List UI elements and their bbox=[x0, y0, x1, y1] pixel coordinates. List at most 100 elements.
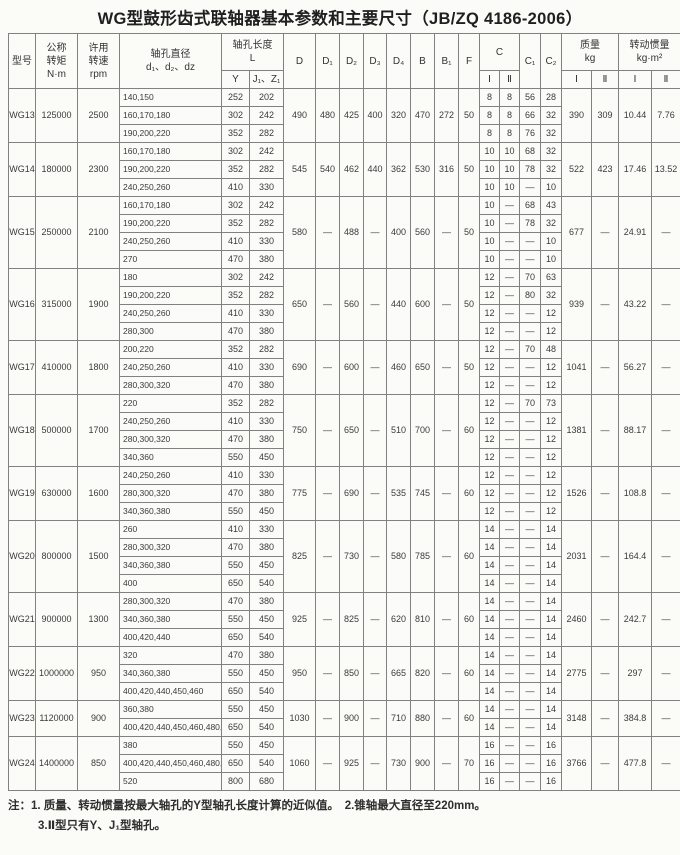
cell-C-I: 14 bbox=[479, 664, 500, 683]
cell-mass-II: 309 bbox=[591, 88, 620, 143]
cell-F: 70 bbox=[458, 736, 480, 791]
cell-C1: — bbox=[519, 664, 542, 683]
col-header-B: B bbox=[410, 33, 435, 89]
cell-C-II: — bbox=[498, 664, 521, 683]
table-body: WG13 125000 2500 140,150 252 202 490 480 425 400 3… bbox=[8, 88, 680, 791]
cell-D3: — bbox=[363, 736, 387, 791]
cell-C-I: 8 bbox=[479, 88, 500, 107]
col-subheader-inertia-I: Ⅰ bbox=[618, 70, 653, 89]
cell-bore-diameters: 340,360,380 bbox=[119, 610, 222, 629]
cell-mass-II: — bbox=[591, 196, 620, 269]
cell-C2: 32 bbox=[540, 286, 563, 305]
cell-C-II: — bbox=[498, 268, 521, 287]
cell-C1: 76 bbox=[519, 124, 542, 143]
cell-inertia-II: — bbox=[651, 340, 680, 395]
cell-torque: 1120000 bbox=[35, 700, 78, 737]
cell-bore-diameters: 520 bbox=[119, 772, 222, 791]
cell-C-II: — bbox=[498, 736, 521, 755]
cell-B: 700 bbox=[410, 394, 435, 467]
cell-B: 880 bbox=[410, 700, 435, 737]
table-row: WG17 410000 1800 200,220 352 282 690—600—460 65… bbox=[8, 340, 680, 395]
cell-C-II: — bbox=[498, 322, 521, 341]
cell-mass-I: 1041 bbox=[561, 340, 593, 395]
col-subheader-Y: Y bbox=[221, 70, 250, 89]
cell-D: 750 bbox=[283, 394, 316, 467]
cell-torque: 180000 bbox=[35, 142, 78, 197]
notes: 注：1. 质量、转动惯量按最大轴孔的Y型轴孔长度计算的近似值。 2.锥轴最大直径… bbox=[8, 796, 672, 836]
cell-length-Y: 650 bbox=[221, 574, 250, 593]
cell-D1: 480 bbox=[315, 88, 340, 143]
cell-B: 600 bbox=[410, 268, 435, 341]
cell-B: 530 bbox=[410, 142, 435, 197]
cell-C1: — bbox=[519, 736, 542, 755]
cell-D4: 320 bbox=[386, 88, 411, 143]
cell-F: 60 bbox=[458, 592, 480, 647]
cell-mass-II: — bbox=[591, 592, 620, 647]
cell-torque: 250000 bbox=[35, 196, 78, 269]
cell-C-I: 14 bbox=[479, 574, 500, 593]
cell-bore-diameters: 190,200,220 bbox=[119, 286, 222, 305]
cell-inertia-I: 17.46 bbox=[618, 142, 653, 197]
table-row: WG23 1120000 900 360,380 550 450 1030—900—710 8… bbox=[8, 700, 680, 737]
cell-bore-diameters: 280,300,320 bbox=[119, 592, 222, 611]
cell-length-Y: 800 bbox=[221, 772, 250, 791]
cell-bore-diameters: 340,360,380 bbox=[119, 502, 222, 521]
cell-bore-diameters: 180 bbox=[119, 268, 222, 287]
cell-B: 745 bbox=[410, 466, 435, 521]
cell-bore-diameters: 190,200,220 bbox=[119, 124, 222, 143]
cell-C1: 68 bbox=[519, 196, 542, 215]
cell-length-J1Z1: 680 bbox=[249, 772, 284, 791]
cell-C-II: — bbox=[498, 646, 521, 665]
cell-D3: — bbox=[363, 340, 387, 395]
cell-mass-I: 390 bbox=[561, 88, 593, 143]
cell-C-II: 10 bbox=[498, 178, 521, 197]
cell-bore-diameters: 140,150 bbox=[119, 88, 222, 107]
cell-torque: 630000 bbox=[35, 466, 78, 521]
cell-D4: 535 bbox=[386, 466, 411, 521]
cell-C-I: 10 bbox=[479, 196, 500, 215]
cell-D1: — bbox=[315, 394, 340, 467]
cell-D3: — bbox=[363, 646, 387, 701]
cell-F: 50 bbox=[458, 88, 480, 143]
cell-length-J1Z1: 540 bbox=[249, 628, 284, 647]
cell-mass-I: 522 bbox=[561, 142, 593, 197]
cell-D3: 440 bbox=[363, 142, 387, 197]
cell-length-Y: 550 bbox=[221, 610, 250, 629]
cell-model: WG13 bbox=[8, 88, 36, 143]
cell-mass-II: — bbox=[591, 340, 620, 395]
cell-D2: 462 bbox=[339, 142, 364, 197]
cell-C-II: — bbox=[498, 430, 521, 449]
table-row: WG13 125000 2500 140,150 252 202 490 480 425 400 3… bbox=[8, 88, 680, 143]
cell-length-Y: 410 bbox=[221, 466, 250, 485]
cell-torque: 800000 bbox=[35, 520, 78, 593]
cell-speed: 1300 bbox=[77, 592, 120, 647]
cell-length-J1Z1: 540 bbox=[249, 754, 284, 773]
table-row: WG21 900000 1300 280,300,320 470 380 925—825—6… bbox=[8, 592, 680, 647]
cell-C2: 12 bbox=[540, 430, 563, 449]
cell-D3: — bbox=[363, 700, 387, 737]
table-row: 190,200,220 352 282 8 8 76 32 bbox=[9, 124, 680, 143]
cell-D1: — bbox=[315, 196, 340, 269]
cell-model: WG16 bbox=[8, 268, 36, 341]
cell-length-J1Z1: 450 bbox=[249, 610, 284, 629]
cell-C-I: 12 bbox=[479, 466, 500, 485]
cell-C1: — bbox=[519, 466, 542, 485]
cell-model: WG14 bbox=[8, 142, 36, 197]
cell-C-I: 14 bbox=[479, 592, 500, 611]
cell-bore-diameters: 240,250,260 bbox=[119, 178, 222, 197]
cell-D3: — bbox=[363, 520, 387, 593]
cell-C1: — bbox=[519, 592, 542, 611]
table-row: WG16 315000 1900 180 302 242 650—560—440 600—50… bbox=[8, 268, 680, 341]
cell-speed: 2500 bbox=[77, 88, 120, 143]
cell-bore-diameters: 220 bbox=[119, 394, 222, 413]
cell-bore-diameters: 360,380 bbox=[119, 700, 222, 719]
cell-inertia-II: — bbox=[651, 736, 680, 791]
cell-C-II: — bbox=[498, 700, 521, 719]
cell-D1: — bbox=[315, 268, 340, 341]
col-subheader-J1Z1: J₁、Z₁ bbox=[249, 70, 284, 89]
cell-length-J1Z1: 242 bbox=[249, 196, 284, 215]
cell-bore-diameters: 340,360,380 bbox=[119, 556, 222, 575]
page-title: WG型鼓形齿式联轴器基本参数和主要尺寸（JB/ZQ 4186-2006） bbox=[97, 10, 583, 28]
cell-mass-I: 1526 bbox=[561, 466, 593, 521]
cell-D2: 850 bbox=[339, 646, 364, 701]
